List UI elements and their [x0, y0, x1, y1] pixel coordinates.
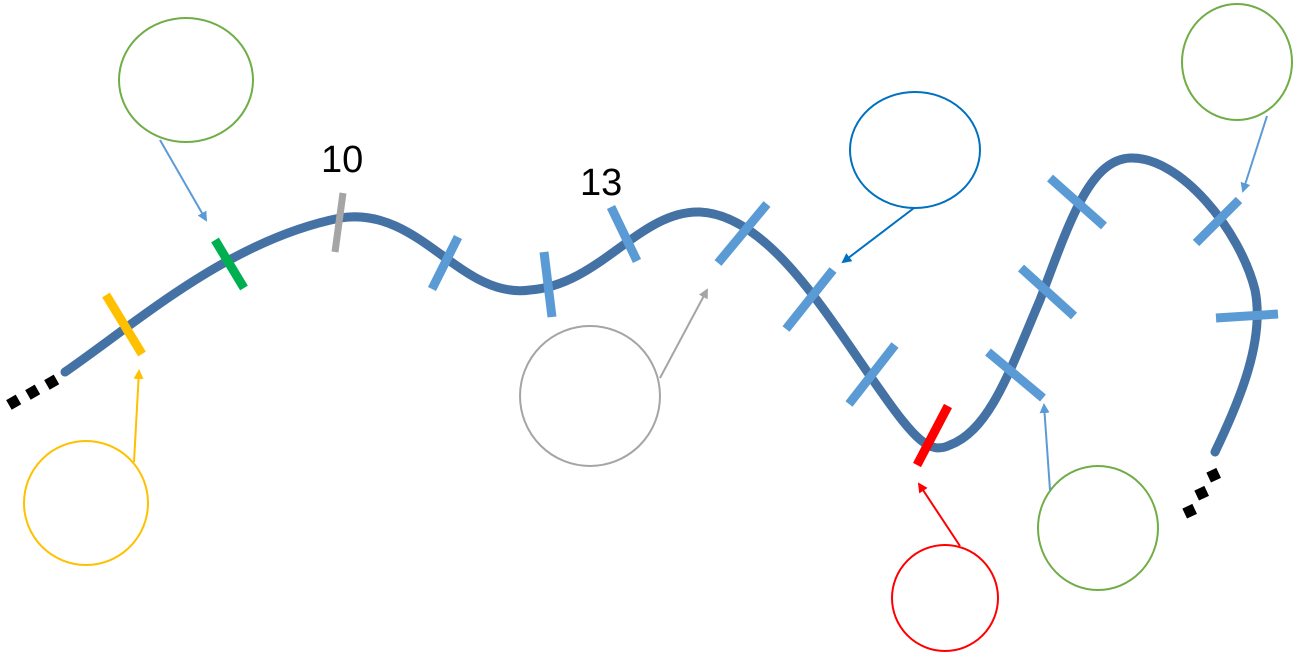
- tick-blue-4: [782, 267, 837, 332]
- arrow-green-bottom-right: [1039, 403, 1051, 491]
- tick-blue-1: [427, 234, 463, 292]
- tick-blue-9: [1192, 196, 1243, 247]
- arrow-blue: [841, 207, 915, 264]
- position-label-13: 13: [580, 162, 622, 204]
- tick-blue-7: [1017, 264, 1078, 320]
- tick-blue-3: [714, 201, 771, 266]
- arrow-red: [917, 482, 961, 547]
- callout-circle-yellow: [23, 440, 149, 566]
- position-label-10: 10: [321, 139, 363, 181]
- tick-blue-6: [985, 348, 1046, 402]
- tick-blue-8: [1047, 174, 1107, 230]
- callout-circle-green-top-left: [118, 17, 254, 143]
- arrow-green-top-right: [1240, 115, 1268, 193]
- arrow-yellow: [133, 369, 144, 463]
- tick-green: [211, 237, 248, 291]
- arrow-green-top-left: [159, 139, 207, 222]
- tick-blue-2: [539, 251, 557, 318]
- continuation-dots-left: [6, 374, 60, 410]
- tick-blue-13: [606, 205, 642, 263]
- tick-blue-10: [1215, 309, 1279, 323]
- tick-gray-10: [331, 192, 347, 253]
- continuation-dots-right: [1182, 467, 1221, 519]
- tick-red: [913, 403, 952, 468]
- callout-circle-blue: [849, 91, 981, 209]
- callout-circle-green-top-right: [1181, 3, 1293, 121]
- tick-blue-5: [845, 342, 899, 407]
- strand-curve: [60, 153, 1262, 457]
- arrow-gray: [659, 288, 708, 379]
- callout-circle-red: [891, 544, 999, 652]
- callout-circle-green-bottom-right: [1037, 465, 1159, 591]
- callout-circle-gray: [519, 325, 661, 467]
- tick-yellow: [102, 292, 146, 357]
